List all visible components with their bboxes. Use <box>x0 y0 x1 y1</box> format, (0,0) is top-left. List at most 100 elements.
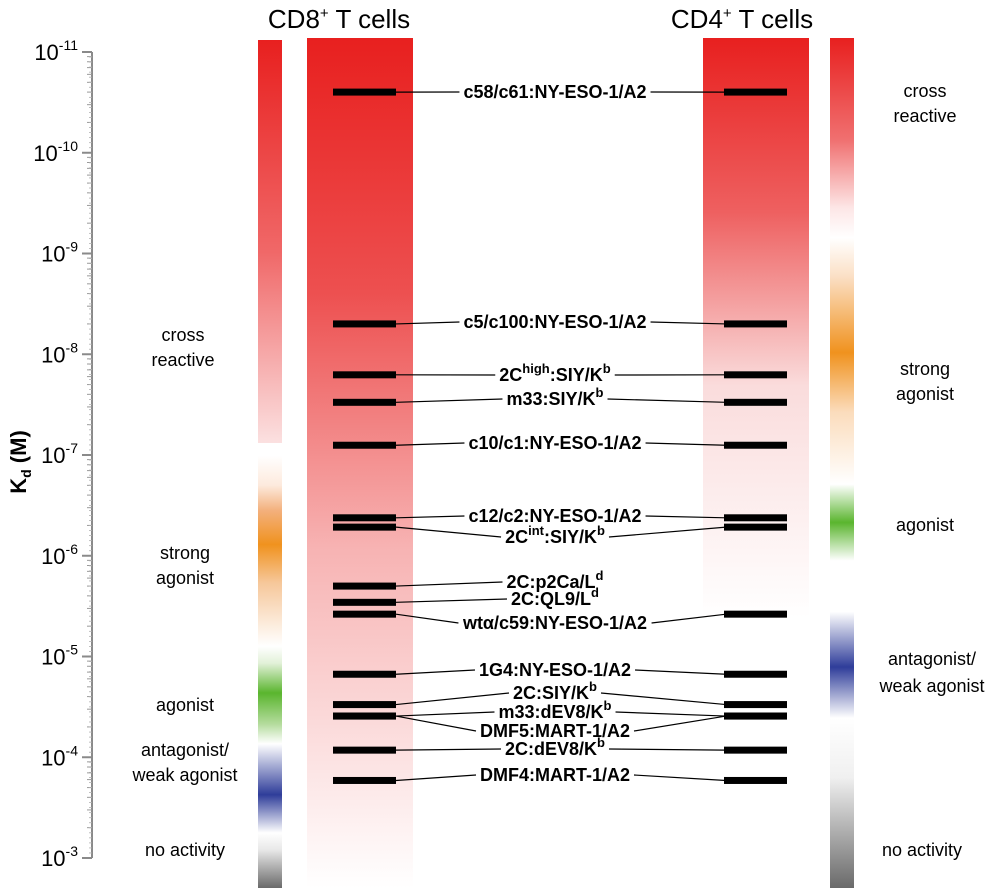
y-tick-label: 10-5 <box>41 642 78 670</box>
affinity-bars <box>333 88 787 784</box>
cd4-category-line1: antagonist/ <box>888 649 976 669</box>
cd8-affinity-bar <box>333 320 396 328</box>
cd8-category-cross-reactive: cross reactive <box>151 325 214 370</box>
complex-label: 2C:SIY/Kb <box>513 679 597 703</box>
complex-label: c12/c2:NY-ESO-1/A2 <box>468 506 641 526</box>
cd4-category-line2: agonist <box>896 384 954 404</box>
complex-label: DMF5:MART-1/A2 <box>480 721 630 741</box>
cd8-category-line2: weak agonist <box>131 765 237 785</box>
complex-label: c58/c61:NY-ESO-1/A2 <box>463 82 646 102</box>
cd8-affinity-bar <box>333 441 396 449</box>
y-tick-label: 10-7 <box>41 440 78 468</box>
cd4-affinity-bar <box>724 371 787 379</box>
cd4-affinity-bar <box>724 320 787 328</box>
cd8-category-line1: cross <box>161 325 204 345</box>
cd8-category-line1: no activity <box>145 840 225 860</box>
y-tick-label: 10-8 <box>41 339 78 367</box>
cd4-connector <box>633 715 727 732</box>
cd4-connector <box>645 515 727 519</box>
y-tick-label: 10-10 <box>33 138 78 166</box>
cd8-category-no-activity: no activity <box>145 840 225 860</box>
cd4-affinity-bar <box>724 670 787 678</box>
complex-labels: c58/c61:NY-ESO-1/A2 c5/c100:NY-ESO-1/A2 2C… <box>462 82 647 785</box>
cd4-affinity-bar <box>724 776 787 784</box>
complex-label: 1G4:NY-ESO-1/A2 <box>479 660 631 680</box>
cd4-affinity-bar <box>724 88 787 96</box>
complex-label: m33:SIY/Kb <box>507 385 604 409</box>
complex-label: 2C:dEV8/Kb <box>505 735 605 759</box>
cd8-category-agonist: agonist <box>156 695 214 715</box>
cd4-category-line1: agonist <box>896 515 954 535</box>
cd4-category-strong-agonist: strong agonist <box>896 359 954 404</box>
cd8-connector <box>395 321 460 325</box>
y-tick-label: 10-6 <box>41 541 78 569</box>
cd4-connector <box>651 613 727 624</box>
cd4-category-line1: no activity <box>882 840 962 860</box>
cd8-connector <box>395 581 503 587</box>
cd4-affinity-column <box>703 38 809 618</box>
cd8-connector <box>395 669 476 675</box>
cd8-affinity-bar <box>333 371 396 379</box>
cd8-affinity-bar <box>333 776 396 784</box>
cd8-connector <box>395 398 503 403</box>
cd8-connector <box>395 526 502 538</box>
cd4-connector <box>650 321 727 325</box>
cd8-category-line2: reactive <box>151 350 214 370</box>
y-axis-label: Kd (M) <box>6 430 34 494</box>
complex-label: DMF4:MART-1/A2 <box>480 765 630 785</box>
cd4-category-no-activity: no activity <box>882 840 962 860</box>
cd4-header: CD4+ T cells <box>671 4 813 34</box>
cd4-connector <box>607 398 727 403</box>
cd8-category-line1: antagonist/ <box>141 740 229 760</box>
cd8-connector <box>395 774 477 782</box>
cd4-affinity-bar <box>724 610 787 618</box>
complex-label: 2Chigh:SIY/Kb <box>499 361 610 385</box>
cd4-category-line2: weak agonist <box>878 676 984 696</box>
cd4-affinity-bar <box>724 712 787 720</box>
cd4-category-line1: strong <box>900 359 950 379</box>
cd4-category-bar <box>830 38 854 888</box>
y-tick-label: 10-11 <box>34 37 78 65</box>
cd4-connector <box>608 526 727 538</box>
cd4-affinity-bar <box>724 746 787 754</box>
complex-label: wtα/c59:NY-ESO-1/A2 <box>462 613 647 633</box>
cd8-affinity-bar <box>333 523 396 531</box>
cd4-connector <box>609 748 727 751</box>
cd4-category-cross-reactive: cross reactive <box>893 81 956 126</box>
cd4-category-agonist: agonist <box>896 515 954 535</box>
complex-label: 2C:QL9/Ld <box>511 585 599 609</box>
cd8-connector <box>395 613 459 624</box>
cd8-affinity-bar <box>333 582 396 590</box>
cd4-connector <box>615 711 727 717</box>
complex-label: 2C:p2Ca/Ld <box>507 568 604 592</box>
cd4-connector <box>633 774 727 782</box>
cd8-connector <box>395 711 495 717</box>
complex-label: c10/c1:NY-ESO-1/A2 <box>468 433 641 453</box>
cd8-affinity-bar <box>333 670 396 678</box>
cd8-connector <box>395 748 501 751</box>
complex-label: c5/c100:NY-ESO-1/A2 <box>463 312 646 332</box>
cd8-category-bar <box>258 40 282 888</box>
y-axis-major-ticks: 10-11 10-10 10-9 10-8 10-7 10-6 10-5 10-4 10-3 <box>33 37 92 871</box>
cd8-connector <box>395 715 477 732</box>
cd8-affinity-bar <box>333 514 396 522</box>
y-axis-minor-ticks <box>87 56 92 854</box>
cd4-affinity-bar <box>724 701 787 709</box>
complex-label: m33:dEV8/Kb <box>499 698 612 722</box>
cd8-affinity-bar <box>333 598 396 606</box>
cd4-connector <box>645 442 727 446</box>
cd8-connector <box>395 598 508 603</box>
connector-lines <box>395 91 727 782</box>
cd8-affinity-bar <box>333 712 396 720</box>
cd8-connector <box>395 515 465 519</box>
cd4-affinity-bar <box>724 514 787 522</box>
cd8-category-strong-agonist: strong agonist <box>156 543 214 588</box>
cd8-category-line1: strong <box>160 543 210 563</box>
cd8-affinity-bar <box>333 746 396 754</box>
cd8-affinity-bar <box>333 88 396 96</box>
y-tick-label: 10-4 <box>41 742 78 770</box>
cd8-header: CD8+ T cells <box>268 4 410 34</box>
cd4-affinity-bar <box>724 398 787 406</box>
cd8-category-line1: agonist <box>156 695 214 715</box>
cd8-connector <box>395 692 510 706</box>
